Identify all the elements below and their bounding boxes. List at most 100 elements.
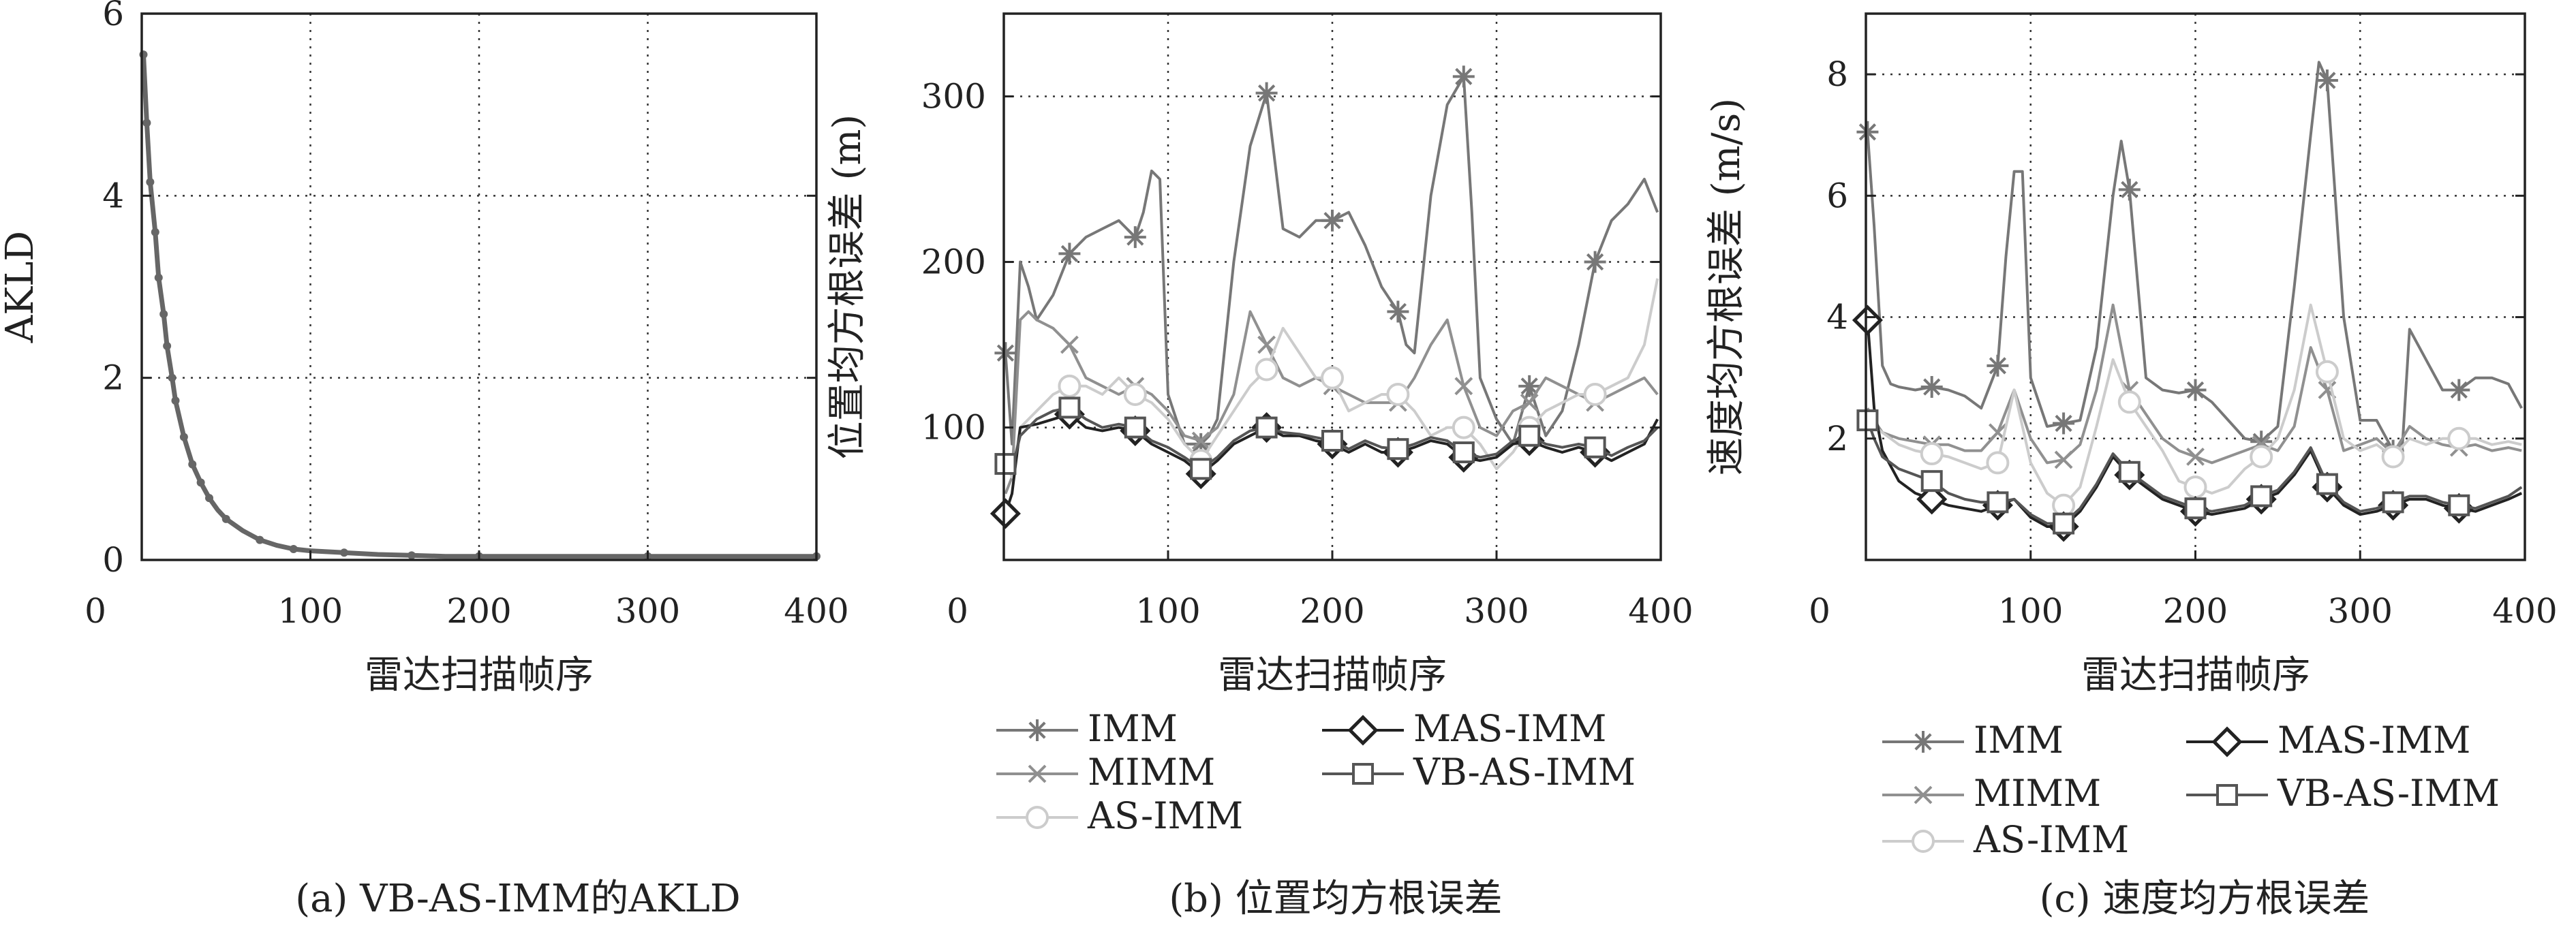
data-point [142,119,151,127]
data-point [289,544,298,553]
data-point-vb-as-imm [1584,436,1606,458]
legend-marker [1347,715,1379,746]
data-point-imm-stroke [1060,245,1079,263]
data-point-vb-as-imm [1987,491,2009,514]
data-point [168,373,177,382]
x-tick-label: 100 [278,591,343,631]
data-point-mimm-stroke [1060,335,1079,354]
data-point-imm-stroke [1389,302,1407,321]
data-point-vb-as-imm [2316,473,2338,495]
data-point-mimm [1257,335,1276,354]
data-point-vb-as-imm [2053,512,2075,535]
data-point-vb-as-imm [2118,460,2141,483]
y-tick-label: 6 [1826,176,1848,215]
data-point-imm [1387,300,1409,323]
legend-item-mas-imm: MAS-IMM [2186,719,2470,762]
legend-label: MAS-IMM [1413,707,1606,750]
data-point-mimm [1191,431,1210,450]
data-point-imm-stroke [1323,212,1341,230]
x-tick-label: 300 [615,591,680,631]
data-point [159,310,168,319]
gridlines [142,14,816,560]
legend-label: IMM [1974,719,2064,762]
legend-item-imm: IMM [996,707,1178,750]
data-point-imm [1987,354,2009,377]
legend-marker [1912,731,1934,753]
data-point [205,494,213,503]
legend-marker [1026,719,1048,741]
x-axis-label: 雷达扫描帧序 [2081,653,2310,698]
data-point-mimm [2186,448,2205,466]
legend-marker [1026,806,1049,829]
y-axis-label: 位置均方根误差 (m) [825,114,870,460]
y-tick-label: 100 [921,408,986,448]
data-point-vb-as-imm [1452,441,1475,464]
data-point-imm-stroke [1257,84,1276,102]
data-point-vb-as-imm [1856,409,1879,432]
data-point-imm-stroke [996,344,1015,362]
data-point-vb-as-imm [1920,470,1943,493]
y-axis-label: AKLD [0,231,42,343]
data-point-mimm [1454,377,1473,396]
legend-label: MIMM [1974,772,2101,815]
legend-item-as-imm: AS-IMM [1882,818,2129,861]
legend-marker [1914,785,1933,804]
legend-item-as-imm: AS-IMM [996,794,1243,837]
legend-marker [2211,726,2243,757]
data-point [256,535,264,544]
x-tick-label: 300 [2328,591,2393,631]
data-point-imm-stroke [2055,414,2072,433]
data-point-imm [1255,82,1278,104]
data-point-mas-imm [990,498,1021,529]
data-point-imm [2316,69,2338,92]
panel-akld: 0 100 200 300 400 2 4 6 0 雷达扫描帧序 AKLD (a) VB-AS-IMM… [0,0,849,921]
series-group [1852,61,2523,542]
data-point-mimm-stroke [2318,381,2337,399]
data-point-imm [2053,412,2075,435]
data-point [163,341,172,350]
data-point-vb-as-imm [2448,494,2470,516]
legend-item-mimm: MIMM [1882,772,2101,815]
data-point-mimm [2054,450,2073,469]
data-point-as-imm [2117,390,2141,414]
x-tick-label: 300 [1464,591,1529,631]
legend-marker-stroke [1914,733,1932,751]
data-point-imm [1124,226,1146,249]
data-point [340,548,348,557]
series-group [139,50,821,561]
y-tick-label: 8 [1826,54,1848,94]
gridlines [1866,14,2525,560]
legend-label: IMM [1088,707,1178,750]
data-point-imm [1856,121,1879,143]
x-tick-label: 100 [1998,591,2063,631]
x-tick-label: 200 [446,591,511,631]
data-point-mimm-stroke [1191,431,1210,450]
legend-marker-stroke [1028,721,1046,739]
legend-marker [2216,784,2238,806]
y-tick-label: 200 [921,243,986,282]
data-point [171,396,180,405]
data-point [188,460,197,469]
x-tick-label: 100 [1135,591,1200,631]
legend-marker [1352,763,1374,785]
x-axis-label: 雷达扫描帧序 [365,653,594,698]
data-point-imm-stroke [2186,381,2205,399]
y-tick-label: 4 [102,176,124,215]
data-point-as-imm [1986,451,2010,475]
data-point-imm-stroke [2121,181,2138,199]
data-point-mimm-stroke [1454,377,1473,396]
data-point [146,178,155,187]
data-point-imm [1321,209,1343,232]
y-tick-label: 2 [102,358,124,398]
y-origin-label: 0 [102,540,124,580]
legend-item-vb-as-imm: VB-AS-IMM [1322,751,1636,794]
data-point [408,551,416,560]
data-point-vb-as-imm [1321,430,1343,452]
data-point-imm-stroke [1126,228,1144,246]
data-point-vb-as-imm [2250,485,2273,507]
data-point-vb-as-imm [1190,458,1212,480]
panel-caption: (b) 位置均方根误差 [1169,877,1502,921]
data-point-mimm [1060,335,1079,354]
data-point-as-imm [2250,445,2273,469]
legend-item-mas-imm: MAS-IMM [1322,707,1606,750]
